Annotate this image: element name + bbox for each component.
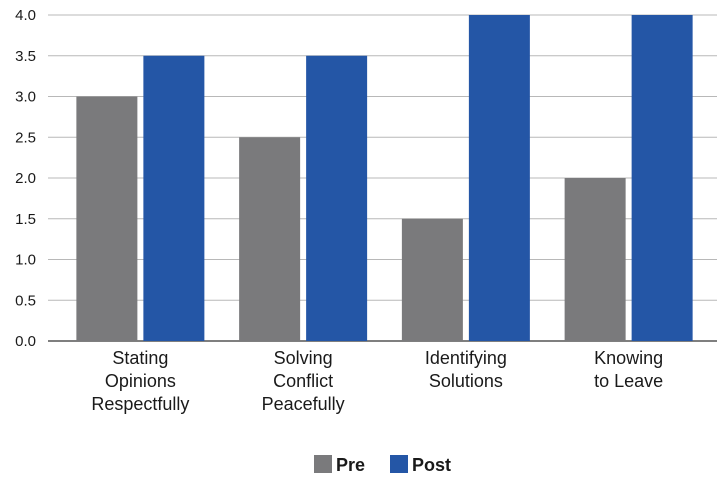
y-tick-label: 3.0 (15, 89, 36, 106)
x-category-label: Solving (274, 348, 333, 368)
y-tick-label: 0.0 (15, 333, 36, 350)
legend-label-pre: Pre (336, 455, 365, 475)
x-category-label: Respectfully (91, 394, 189, 414)
bar-pre-2 (401, 218, 463, 341)
legend-swatch-pre (314, 455, 332, 473)
y-tick-label: 0.5 (15, 292, 36, 309)
legend-label-post: Post (412, 455, 451, 475)
x-category-label: Solutions (429, 371, 503, 391)
x-axis-labels: Stating Opinions Respectfully Solving Confli… (91, 348, 663, 414)
x-category-label: Peacefully (262, 394, 345, 414)
bar-pre-3 (564, 178, 626, 341)
x-category-label: Knowing (594, 348, 663, 368)
x-category-label: to Leave (594, 371, 663, 391)
bar-pre-1 (239, 137, 301, 341)
x-category-label: Conflict (273, 371, 333, 391)
x-category-label: Identifying (425, 348, 507, 368)
bar-post-3 (631, 15, 693, 341)
y-tick-label: 4.0 (15, 7, 36, 24)
x-category-label: Stating (112, 348, 168, 368)
y-tick-label: 2.5 (15, 129, 36, 146)
bar-pre-0 (76, 96, 138, 341)
bar-post-1 (306, 55, 368, 341)
y-tick-label: 3.5 (15, 48, 36, 65)
bars (76, 15, 693, 341)
bar-post-2 (468, 15, 530, 341)
legend-swatch-post (390, 455, 408, 473)
y-axis-ticks: 0.0 0.5 1.0 1.5 2.0 2.5 3.0 3.5 4.0 (15, 7, 36, 350)
legend: Pre Post (314, 455, 451, 475)
x-category-label: Opinions (105, 371, 176, 391)
bar-post-0 (143, 55, 205, 341)
y-tick-label: 2.0 (15, 170, 36, 187)
y-tick-label: 1.0 (15, 252, 36, 269)
y-tick-label: 1.5 (15, 211, 36, 228)
